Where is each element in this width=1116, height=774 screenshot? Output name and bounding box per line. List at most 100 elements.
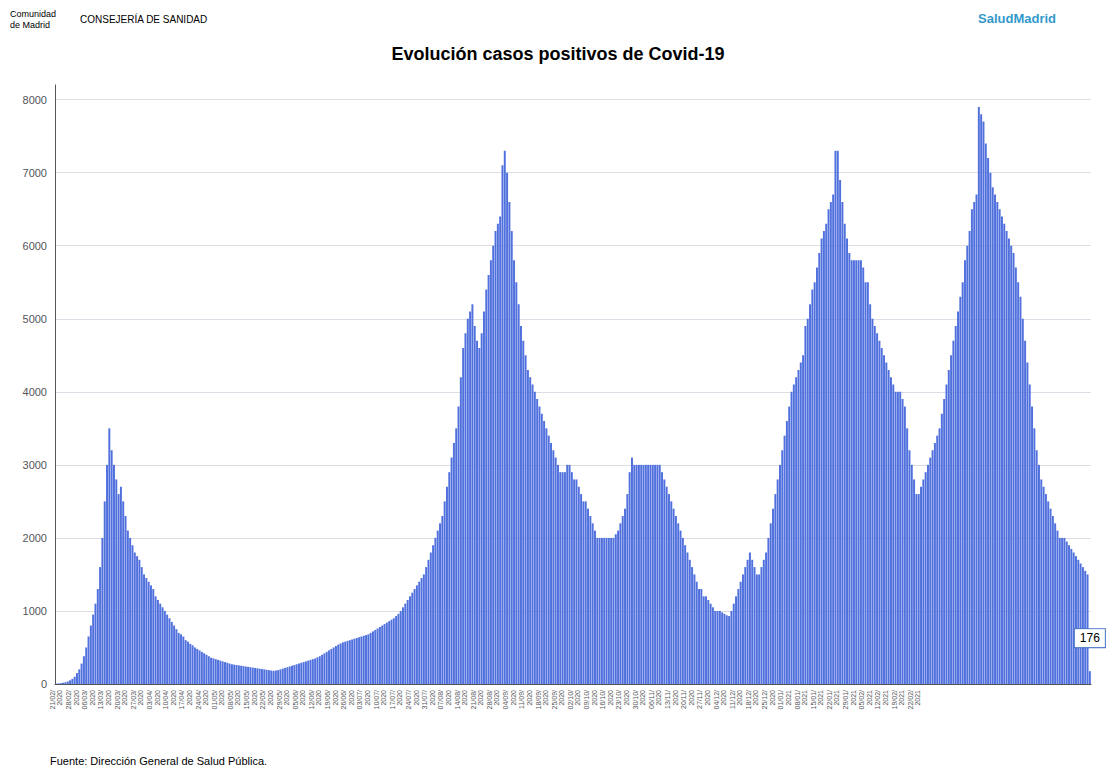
svg-text:8000: 8000 <box>23 94 47 106</box>
svg-text:4000: 4000 <box>23 386 47 398</box>
svg-text:2020: 2020 <box>56 690 63 706</box>
svg-text:2020: 2020 <box>688 690 695 706</box>
svg-text:3000: 3000 <box>23 459 47 471</box>
svg-text:19/02/: 19/02/ <box>891 690 898 710</box>
svg-text:2020: 2020 <box>396 690 403 706</box>
svg-text:30/10/: 30/10/ <box>632 690 639 710</box>
svg-text:2020: 2020 <box>639 690 646 706</box>
svg-text:2020: 2020 <box>234 690 241 706</box>
svg-text:28/08/: 28/08/ <box>486 690 493 710</box>
svg-text:Evolución casos positivos de C: Evolución casos positivos de Covid-19 <box>391 44 724 64</box>
svg-text:10/04/: 10/04/ <box>162 690 169 710</box>
svg-text:2020: 2020 <box>574 690 581 706</box>
svg-text:2020: 2020 <box>315 690 322 706</box>
svg-text:14/08/: 14/08/ <box>454 690 461 710</box>
svg-text:27/11/: 27/11/ <box>696 690 703 709</box>
svg-text:02/10/: 02/10/ <box>567 690 574 710</box>
svg-text:17/07/: 17/07/ <box>389 690 396 710</box>
svg-text:2020: 2020 <box>704 690 711 706</box>
svg-text:2020: 2020 <box>623 690 630 706</box>
svg-text:2020: 2020 <box>720 690 727 706</box>
svg-text:2020: 2020 <box>218 690 225 706</box>
svg-text:2020: 2020 <box>154 690 161 706</box>
svg-text:Comunidad: Comunidad <box>10 9 56 19</box>
svg-text:06/11/: 06/11/ <box>648 690 655 709</box>
svg-text:6000: 6000 <box>23 240 47 252</box>
svg-text:5000: 5000 <box>23 313 47 325</box>
svg-text:2020: 2020 <box>413 690 420 706</box>
svg-text:2020: 2020 <box>105 690 112 706</box>
svg-text:25/12/: 25/12/ <box>761 690 768 710</box>
svg-text:2021: 2021 <box>801 690 808 706</box>
svg-text:2020: 2020 <box>510 690 517 706</box>
svg-text:24/04/: 24/04/ <box>195 690 202 710</box>
svg-text:29/01/: 29/01/ <box>842 690 849 710</box>
svg-text:2020: 2020 <box>526 690 533 706</box>
svg-text:08/01/: 08/01/ <box>794 690 801 710</box>
svg-text:2021: 2021 <box>882 690 889 706</box>
svg-text:CONSEJERÍA DE SANIDAD: CONSEJERÍA DE SANIDAD <box>80 13 207 25</box>
svg-text:2020: 2020 <box>283 690 290 706</box>
svg-text:2021: 2021 <box>898 690 905 706</box>
svg-text:31/07/: 31/07/ <box>421 690 428 710</box>
svg-text:05/06/: 05/06/ <box>292 690 299 710</box>
svg-text:25/09/: 25/09/ <box>551 690 558 710</box>
svg-text:2020: 2020 <box>558 690 565 706</box>
svg-text:29/05/: 29/05/ <box>276 690 283 710</box>
svg-text:2020: 2020 <box>348 690 355 706</box>
svg-text:2020: 2020 <box>429 690 436 706</box>
svg-text:15/05/: 15/05/ <box>243 690 250 710</box>
svg-text:2020: 2020 <box>672 690 679 706</box>
svg-text:2020: 2020 <box>73 690 80 706</box>
svg-text:2000: 2000 <box>23 532 47 544</box>
svg-text:2020: 2020 <box>89 690 96 706</box>
svg-text:17/04/: 17/04/ <box>178 690 185 710</box>
svg-text:07/08/: 07/08/ <box>437 690 444 710</box>
svg-text:21/02/: 21/02/ <box>49 690 56 710</box>
svg-text:1000: 1000 <box>23 605 47 617</box>
svg-text:13/11/: 13/11/ <box>664 690 671 709</box>
svg-text:2020: 2020 <box>121 690 128 706</box>
svg-text:2020: 2020 <box>380 690 387 706</box>
svg-text:2020: 2020 <box>477 690 484 706</box>
svg-text:01/05/: 01/05/ <box>211 690 218 710</box>
svg-text:2020: 2020 <box>542 690 549 706</box>
svg-text:2021: 2021 <box>817 690 824 706</box>
svg-text:11/12/: 11/12/ <box>729 690 736 709</box>
svg-text:16/10/: 16/10/ <box>599 690 606 710</box>
svg-text:23/10/: 23/10/ <box>615 690 622 710</box>
svg-text:2020: 2020 <box>202 690 209 706</box>
svg-text:2020: 2020 <box>461 690 468 706</box>
svg-text:22/01/: 22/01/ <box>826 690 833 710</box>
svg-text:19/06/: 19/06/ <box>324 690 331 710</box>
svg-text:2020: 2020 <box>299 690 306 706</box>
svg-text:01/01/: 01/01/ <box>777 690 784 710</box>
svg-text:12/02/: 12/02/ <box>874 690 881 710</box>
svg-text:2020: 2020 <box>752 690 759 706</box>
svg-text:03/04/: 03/04/ <box>146 690 153 710</box>
svg-text:06/03/: 06/03/ <box>81 690 88 710</box>
svg-text:2020: 2020 <box>607 690 614 706</box>
svg-text:0: 0 <box>41 678 47 690</box>
svg-text:2021: 2021 <box>914 690 921 706</box>
svg-text:2020: 2020 <box>137 690 144 706</box>
svg-text:28/02/: 28/02/ <box>65 690 72 710</box>
svg-text:176: 176 <box>1080 631 1100 645</box>
svg-text:2021: 2021 <box>785 690 792 706</box>
svg-text:20/03/: 20/03/ <box>114 690 121 710</box>
svg-text:09/10/: 09/10/ <box>583 690 590 710</box>
svg-text:SaludMadrid: SaludMadrid <box>978 11 1056 26</box>
svg-text:7000: 7000 <box>23 167 47 179</box>
svg-text:2020: 2020 <box>170 690 177 706</box>
svg-text:2021: 2021 <box>850 690 857 706</box>
svg-text:04/09/: 04/09/ <box>502 690 509 710</box>
svg-text:2020: 2020 <box>493 690 500 706</box>
svg-text:11/09/: 11/09/ <box>518 690 525 709</box>
svg-text:05/02/: 05/02/ <box>858 690 865 710</box>
svg-text:2020: 2020 <box>267 690 274 706</box>
svg-text:2020: 2020 <box>591 690 598 706</box>
svg-text:13/03/: 13/03/ <box>97 690 104 710</box>
svg-text:22/05/: 22/05/ <box>259 690 266 710</box>
svg-text:20/11/: 20/11/ <box>680 690 687 709</box>
svg-text:04/12/: 04/12/ <box>713 690 720 710</box>
